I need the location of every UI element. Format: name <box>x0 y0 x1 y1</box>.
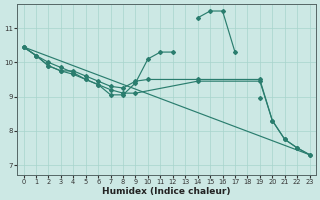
X-axis label: Humidex (Indice chaleur): Humidex (Indice chaleur) <box>102 187 231 196</box>
